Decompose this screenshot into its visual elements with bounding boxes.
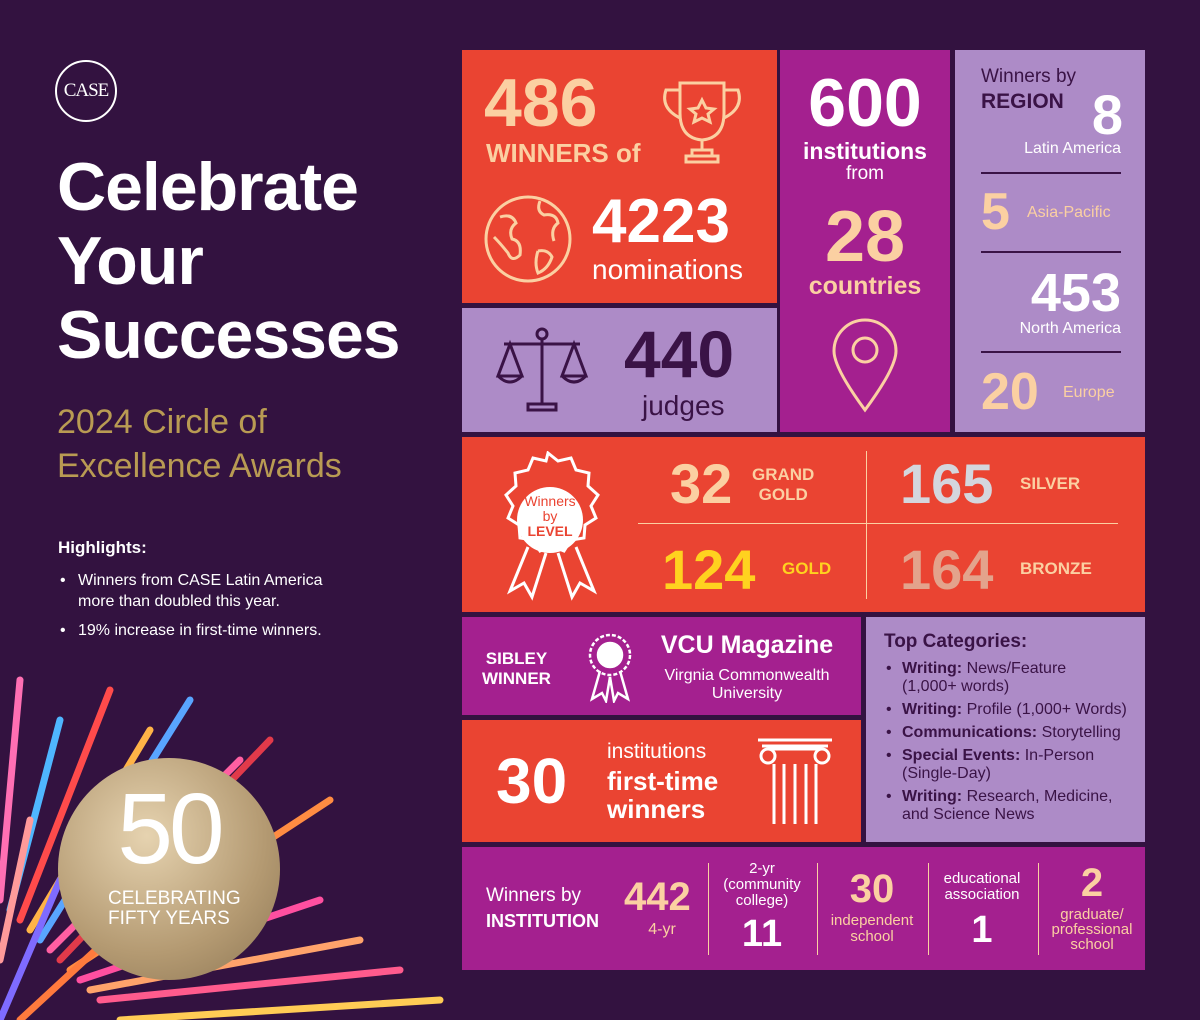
location-pin-icon [832,318,898,413]
divider [866,451,867,599]
categories-list: • Writing: News/Feature (1,000+ words) •… [884,660,1139,824]
institution-title: Winners by [486,885,582,906]
institution-label: 4-yr [648,921,676,938]
winners-tile: 486 WINNERS of 4223 nominations [462,50,777,303]
column-icon [758,738,832,824]
globe-icon [484,195,572,283]
institution-value: 1 [971,909,993,951]
divider [981,172,1121,174]
divider [981,251,1121,253]
category-item: • Special Events: In-Person (Single-Day) [886,747,1095,782]
divider [708,863,709,955]
level-name: SILVER [1020,474,1081,493]
headline-line: Celebrate [57,149,359,225]
logo-text: CASE [63,80,110,101]
region-value: 5 [981,183,1010,241]
level-name: BRONZE [1020,559,1092,578]
highlights-list: • Winners from CASE Latin America more t… [58,570,323,641]
nominations-label: nominations [592,254,743,285]
level-name: GOLD [782,559,832,578]
countries-label: countries [808,272,922,300]
sibley-label: SIBLEY WINNER [482,649,551,688]
headline: Celebrate Your Successes [57,149,401,373]
case-logo: CASE [55,60,117,122]
region-title: Winners by [981,66,1077,87]
institution-value: 30 [849,867,895,911]
region-name: Latin America [1024,140,1121,157]
highlight-item: • 19% increase in first-time winners. [60,622,322,639]
divider [817,863,818,955]
category-item: • Writing: Research, Medicine, and Scien… [886,788,1113,823]
firsttime-number: 30 [496,745,568,817]
institution-value: 442 [624,875,691,919]
institution-label: graduate/ professional school [1051,906,1133,953]
level-value: 165 [900,452,994,515]
trophy-icon [663,81,741,164]
highlight-item: • Winners from CASE Latin America more t… [60,572,323,610]
region-title: REGION [981,90,1064,113]
region-value: 8 [1091,83,1123,146]
judges-number: 440 [624,317,735,391]
badge-number: 50 [117,773,224,885]
subtitle: 2024 Circle of Excellence Awards [57,400,342,488]
divider [928,863,929,955]
winners-label: WINNERS of [486,138,641,168]
headline-line: Successes [57,297,401,373]
sibley-sub: Virgnia Commonwealth University [664,667,830,702]
rosette-label: Winners by LEVEL [517,487,583,553]
level-value: 32 [670,452,733,515]
badge-line: CELEBRATING [108,888,241,909]
firsttime-label: winners [607,794,706,824]
region-name: Asia-Pacific [1027,204,1111,221]
headline-line: Your [57,223,204,299]
level-tile: Winners by LEVEL 32 GRAND GOLD 165 SILVE… [462,437,1145,612]
region-value: 453 [1030,263,1121,323]
countries-number: 28 [824,197,906,277]
institution-value: 2 [1080,861,1104,905]
firsttime-label: institutions [607,740,707,763]
categories-tile: Top Categories: • Writing: News/Feature … [866,617,1145,842]
institution-title: INSTITUTION [486,911,599,931]
subtitle-line: 2024 Circle of [57,403,267,441]
categories-title: Top Categories: [884,631,1028,652]
ribbon-award-icon [588,633,632,703]
sibley-title: VCU Magazine [660,631,834,659]
highlights-title: Highlights: [58,538,147,557]
judges-tile: 440 judges [462,308,777,432]
judges-label: judges [642,390,725,421]
divider [638,523,1118,524]
divider [981,351,1121,353]
institutions-sub: from [846,163,884,184]
region-tile: Winners by REGION 8 Latin America 5 Asia… [955,50,1145,432]
sibley-tile: SIBLEY WINNER VCU Magazine Virgnia Commo… [462,617,861,715]
region-name: Europe [1063,384,1115,401]
region-name: North America [1019,320,1121,337]
institution-label: independent school [830,912,914,945]
divider [1038,863,1039,955]
level-value: 124 [662,538,756,601]
firsttime-label: first-time [607,766,719,796]
region-value: 20 [981,363,1039,421]
institutions-number: 600 [808,65,922,141]
winners-number: 486 [484,65,598,141]
nominations-number: 4223 [592,187,730,256]
category-item: • Communications: Storytelling [886,724,1121,741]
firsttime-tile: 30 institutions first-time winners [462,720,861,842]
institution-label: educational association [943,870,1021,903]
institution-value: 11 [741,913,783,955]
level-value: 164 [900,538,994,601]
institutions-label: institutions [803,138,927,164]
category-item: • Writing: Profile (1,000+ Words) [886,701,1127,718]
level-name: GRAND GOLD [752,465,815,504]
scales-icon [495,327,589,412]
badge-line: FIFTY YEARS [108,908,230,929]
subtitle-line: Excellence Awards [57,447,342,485]
category-item: • Writing: News/Feature (1,000+ words) [886,660,1067,695]
institutions-tile: 600 institutions from 28 countries [780,50,950,432]
institution-label: 2-yr (community college) [723,860,801,909]
fifty-years-badge: 50 CELEBRATING FIFTY YEARS [58,758,280,980]
institution-tile: Winners by INSTITUTION 442 4-yr 2-yr (co… [462,847,1145,970]
